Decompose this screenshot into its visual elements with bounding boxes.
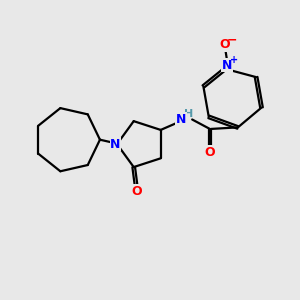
Text: −: − bbox=[227, 34, 237, 46]
Text: N: N bbox=[222, 58, 232, 72]
Text: N: N bbox=[176, 113, 187, 126]
Text: +: + bbox=[230, 55, 238, 65]
Text: O: O bbox=[205, 146, 215, 159]
Text: O: O bbox=[220, 38, 230, 51]
Text: H: H bbox=[184, 109, 193, 119]
Text: O: O bbox=[131, 185, 142, 198]
Text: N: N bbox=[110, 138, 121, 151]
